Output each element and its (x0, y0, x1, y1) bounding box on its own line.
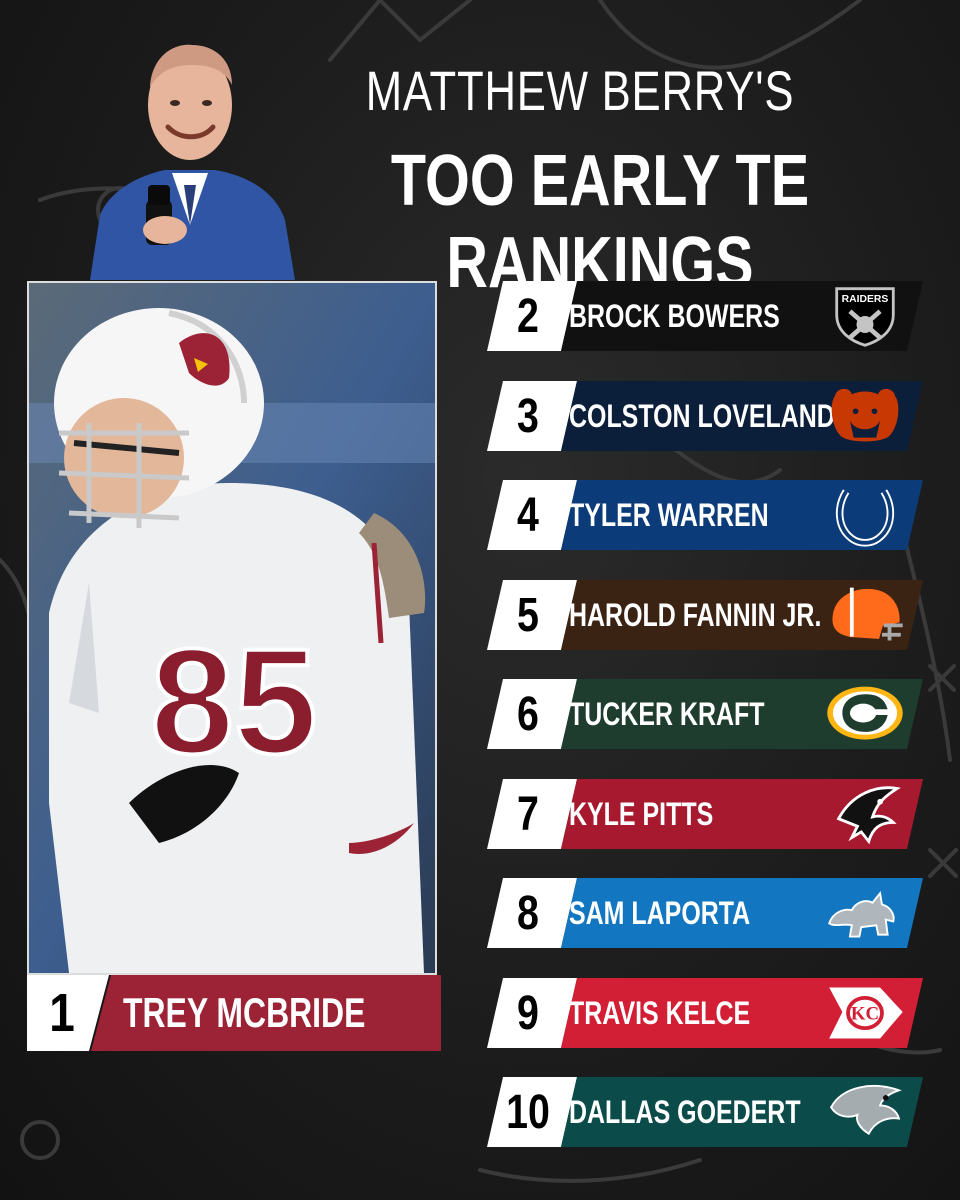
ranking-row: 9 TRAVIS KELCE KC (487, 977, 923, 1048)
ranking-bar-shape (487, 977, 923, 1048)
player-name: SAM LAPORTA (569, 895, 751, 931)
ranking-row: 7 KYLE PITTS (487, 778, 923, 849)
player-name: COLSTON LOVELAND (569, 397, 835, 434)
ranking-row: 8 SAM LAPORTA (487, 878, 923, 948)
falcons-bird-icon (836, 785, 901, 844)
host-portrait (90, 44, 295, 280)
player-name: BROCK BOWERS (569, 298, 780, 334)
ranking-bar-shape (487, 1077, 923, 1147)
rank-number: 9 (517, 986, 539, 1040)
title-line-2: TOO EARLY TE RANKINGS (390, 141, 810, 303)
svg-text:RAIDERS: RAIDERS (842, 294, 889, 305)
rank-number: 7 (517, 787, 539, 841)
ranking-row: 3 COLSTON LOVELAND (487, 380, 923, 451)
ranking-row: 4 TYLER WARREN (487, 480, 923, 550)
rank-number: 4 (517, 489, 539, 542)
bears-head-icon (831, 388, 899, 441)
featured-player-photo: 85 (27, 281, 437, 975)
lions-lion-icon (828, 890, 895, 938)
ranking-bar-shape (487, 778, 923, 849)
player-name: HAROLD FANNIN JR. (569, 596, 822, 633)
ranking-bar-shape (487, 878, 923, 948)
ranking-row: 5 HAROLD FANNIN JR. (487, 579, 923, 650)
ranking-row: 6 TUCKER KRAFT (487, 679, 923, 749)
rank-number: 3 (517, 389, 539, 443)
jersey-number: 85 (151, 617, 318, 785)
raiders-shield-icon: RAIDERS (835, 287, 895, 347)
rank-number: 8 (517, 887, 539, 940)
player-name: KYLE PITTS (569, 795, 714, 832)
ranking-bar-shape (487, 579, 923, 650)
ranking-bar-shape (487, 679, 923, 749)
ranking-row: 2 BROCK BOWERS RAIDERS (487, 281, 923, 351)
player-name: TUCKER KRAFT (569, 696, 765, 732)
rank-number: 10 (506, 1086, 550, 1139)
browns-helmet-icon (829, 585, 903, 642)
ranking-bar-shape (487, 281, 923, 351)
player-name: TYLER WARREN (569, 497, 769, 533)
featured-rank-bar: 1 TREY MCBRIDE (27, 975, 441, 1051)
chiefs-arrowhead-icon: KC (829, 987, 903, 1038)
featured-player-name: TREY MCBRIDE (123, 989, 366, 1036)
eagles-head-icon (829, 1084, 902, 1136)
packers-g-icon (827, 686, 903, 740)
svg-text:KC: KC (851, 1003, 879, 1024)
rank-number: 5 (517, 588, 539, 642)
ranking-bar-shape (487, 480, 923, 550)
player-name: DALLAS GOEDERT (569, 1094, 801, 1130)
rank-number: 6 (517, 688, 539, 741)
player-name: TRAVIS KELCE (569, 994, 751, 1031)
rank-number: 2 (517, 290, 539, 343)
title-line-1: MATTHEW BERRY'S (365, 59, 795, 122)
colts-horseshoe-icon (836, 489, 894, 547)
ranking-bar-shape (487, 380, 923, 451)
featured-rank-number: 1 (49, 983, 75, 1043)
ranking-row: 10 DALLAS GOEDERT (487, 1077, 923, 1147)
